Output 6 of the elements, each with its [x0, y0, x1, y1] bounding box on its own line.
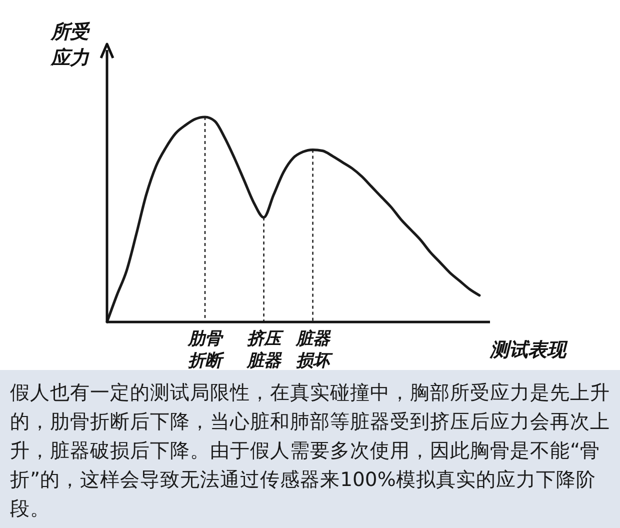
- x-tick-label: 挤压脏器: [246, 329, 284, 371]
- text: 假人也有一定的测试局限性，在真实碰撞中，胸部所受应力是先上升的，肋骨折断后下降，当心脏和肺部等脏器受到挤压后应力会再次上升，脏器破损后下降。由于假人需要多次使用，因此胸骨是不能“骨折”的，这样会导致无法通过传感器来100%模拟真实的应力下降阶段。: [10, 380, 610, 522]
- x-axis-title: 测试表现: [489, 339, 568, 361]
- y-axis-title: 所受应力: [50, 21, 91, 69]
- x-tick-label: 肋骨折断: [187, 329, 225, 371]
- x-tick-label: 脏器损坏: [294, 329, 333, 371]
